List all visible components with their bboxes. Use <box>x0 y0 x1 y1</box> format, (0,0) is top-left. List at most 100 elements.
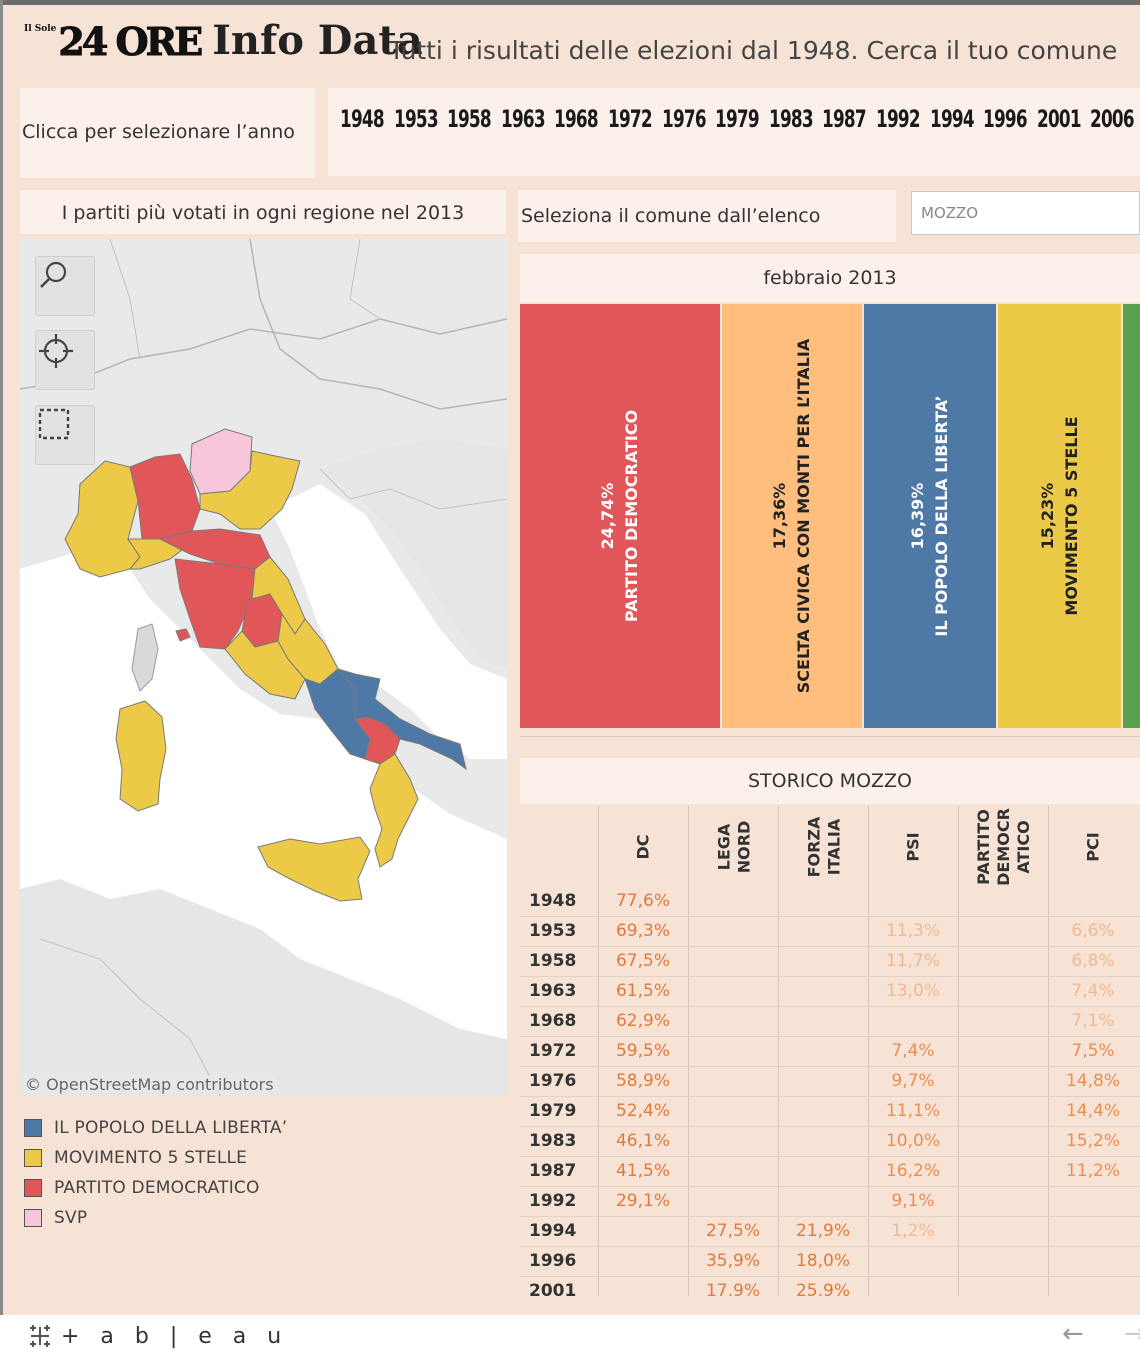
table-cell: 77,6% <box>615 891 670 911</box>
row-year: 1963 <box>529 981 577 1001</box>
table-cell: 46,1% <box>615 1131 670 1151</box>
table-cell: 6,6% <box>1071 921 1115 941</box>
brand-product-text: Info Data <box>212 17 423 64</box>
table-row: 1953 69,3% 11,3% 6,6% <box>520 916 1140 947</box>
column-divider <box>1048 806 1049 1296</box>
table-row: 1994 27,5% 21,9% 1,2% <box>520 1216 1140 1247</box>
page-subtitle: Tutti i risultati delle elezioni dal 194… <box>389 36 1118 65</box>
row-year: 1987 <box>529 1161 577 1181</box>
table-cell: 7,4% <box>1071 981 1115 1001</box>
party-bar-label: 17,36% SCELTA CIVICA CON MONTI PER L’ITAL… <box>768 339 816 693</box>
year-selector: 1948 1953 1958 1963 1968 1972 1976 1979 1983 1987… <box>328 88 1140 176</box>
table-cell: 7,5% <box>1071 1041 1115 1061</box>
table-cell: 11,3% <box>885 921 940 941</box>
row-year: 1992 <box>529 1191 577 1211</box>
year-button-1958[interactable]: 1958 <box>447 105 492 133</box>
year-button-1976[interactable]: 1976 <box>661 105 707 133</box>
party-bar[interactable]: 24,74% PARTITO DEMOCRATICO <box>520 304 720 728</box>
table-row: 1992 29,1% 9,1% <box>520 1186 1140 1217</box>
table-row: 1958 67,5% 11,7% 6,8% <box>520 946 1140 977</box>
column-header[interactable]: FORZA ITALIA <box>778 806 869 888</box>
year-button-1953[interactable]: 1953 <box>393 105 439 133</box>
year-button-1948[interactable]: 1948 <box>340 105 385 133</box>
legend-item[interactable]: SVP <box>24 1203 287 1233</box>
party-bar[interactable] <box>1123 304 1140 728</box>
selection-icon <box>38 408 70 440</box>
year-button-1994[interactable]: 1994 <box>929 105 975 133</box>
year-button-2001[interactable]: 2001 <box>1036 105 1082 133</box>
map-search-button[interactable] <box>35 256 95 316</box>
party-bar[interactable]: 15,23% MOVIMENTO 5 STELLE <box>998 304 1121 728</box>
history-title: STORICO MOZZO <box>520 758 1140 804</box>
column-header[interactable]: PCI <box>1048 806 1139 888</box>
election-title: febbraio 2013 <box>520 254 1140 302</box>
party-bar-label: 16,39% IL POPOLO DELLA LIBERTA’ <box>906 395 954 636</box>
table-cell: 1,2% <box>891 1221 935 1241</box>
column-header-label: PCI <box>1083 832 1103 862</box>
table-cell: 10,0% <box>885 1131 940 1151</box>
table-cell: 15,2% <box>1065 1131 1120 1151</box>
table-cell: 17,9% <box>705 1281 760 1296</box>
column-header[interactable]: DC <box>598 806 689 888</box>
column-header-label: PSI <box>903 832 923 862</box>
table-cell: 61,5% <box>615 981 670 1001</box>
column-divider <box>598 806 599 1296</box>
map-legend: IL POPOLO DELLA LIBERTA’ MOVIMENTO 5 STEL… <box>24 1113 287 1233</box>
table-cell: 16,2% <box>885 1161 940 1181</box>
year-button-1972[interactable]: 1972 <box>608 105 653 133</box>
year-button-1963[interactable]: 1963 <box>500 105 546 133</box>
tableau-wordmark: + a b | e a u <box>61 1323 289 1349</box>
party-bar[interactable]: 17,36% SCELTA CIVICA CON MONTI PER L’ITAL… <box>722 304 862 728</box>
year-button-1979[interactable]: 1979 <box>715 105 760 133</box>
table-cell: 29,1% <box>615 1191 670 1211</box>
party-bar[interactable]: 16,39% IL POPOLO DELLA LIBERTA’ <box>864 304 996 728</box>
party-bar-label: 24,74% PARTITO DEMOCRATICO <box>596 410 644 622</box>
map-select-button[interactable] <box>35 405 95 465</box>
row-year: 1979 <box>529 1101 577 1121</box>
year-button-1968[interactable]: 1968 <box>554 105 599 133</box>
column-header[interactable]: LEGA NORD <box>688 806 779 888</box>
table-cell: 41,5% <box>615 1161 670 1181</box>
arrow-left-icon[interactable]: ← <box>1062 1319 1084 1349</box>
row-year: 2001 <box>529 1281 577 1296</box>
legend-swatch <box>24 1209 42 1227</box>
row-year: 1958 <box>529 951 577 971</box>
column-divider <box>958 806 959 1296</box>
brand-main-text: 24 ORE <box>58 19 204 64</box>
history-table: DC LEGA NORD FORZA ITALIA PSI PARTITO DEMOCR… <box>520 806 1140 1296</box>
italy-map[interactable]: © OpenStreetMap contributors <box>20 239 507 1096</box>
column-header-label: PARTITO DEMOCR ATICO <box>973 808 1033 886</box>
table-row: 1972 59,5% 7,4% 7,5% <box>520 1036 1140 1067</box>
year-button-2006[interactable]: 2006 <box>1090 105 1135 133</box>
left-border <box>0 0 3 1315</box>
legend-item[interactable]: PARTITO DEMOCRATICO <box>24 1173 287 1203</box>
table-cell: 14,4% <box>1065 1101 1120 1121</box>
table-row: 1979 52,4% 11,1% 14,4% <box>520 1096 1140 1127</box>
row-year: 1953 <box>529 921 577 941</box>
crosshair-icon <box>39 334 73 368</box>
brand-small-text: Il Sole <box>24 24 57 34</box>
year-button-1996[interactable]: 1996 <box>983 105 1028 133</box>
legend-label: IL POPOLO DELLA LIBERTA’ <box>54 1118 288 1138</box>
legend-item[interactable]: MOVIMENTO 5 STELLE <box>24 1143 287 1173</box>
row-year: 1983 <box>529 1131 577 1151</box>
row-year: 1994 <box>529 1221 577 1241</box>
map-attribution: © OpenStreetMap contributors <box>23 1075 276 1094</box>
table-cell: 18,0% <box>795 1251 850 1271</box>
tableau-logo[interactable]: + a b | e a u <box>27 1323 288 1349</box>
party-name: MOVIMENTO 5 STELLE <box>1061 416 1081 616</box>
year-button-1992[interactable]: 1992 <box>876 105 921 133</box>
party-percentage: 15,23% <box>1037 482 1057 550</box>
table-cell: 27,5% <box>705 1221 760 1241</box>
comune-search-input[interactable] <box>911 191 1140 235</box>
year-button-1987[interactable]: 1987 <box>822 105 867 133</box>
column-header[interactable]: PSI <box>868 806 959 888</box>
map-locate-button[interactable] <box>35 330 95 390</box>
legend-item[interactable]: IL POPOLO DELLA LIBERTA’ <box>24 1113 287 1143</box>
year-button-1983[interactable]: 1983 <box>768 105 814 133</box>
column-header[interactable]: PARTITO DEMOCR ATICO <box>958 806 1049 888</box>
table-cell: 9,7% <box>891 1071 935 1091</box>
party-name: SCELTA CIVICA CON MONTI PER L’ITALIA <box>794 338 813 694</box>
table-cell: 58,9% <box>615 1071 670 1091</box>
table-row: 1983 46,1% 10,0% 15,2% <box>520 1126 1140 1157</box>
